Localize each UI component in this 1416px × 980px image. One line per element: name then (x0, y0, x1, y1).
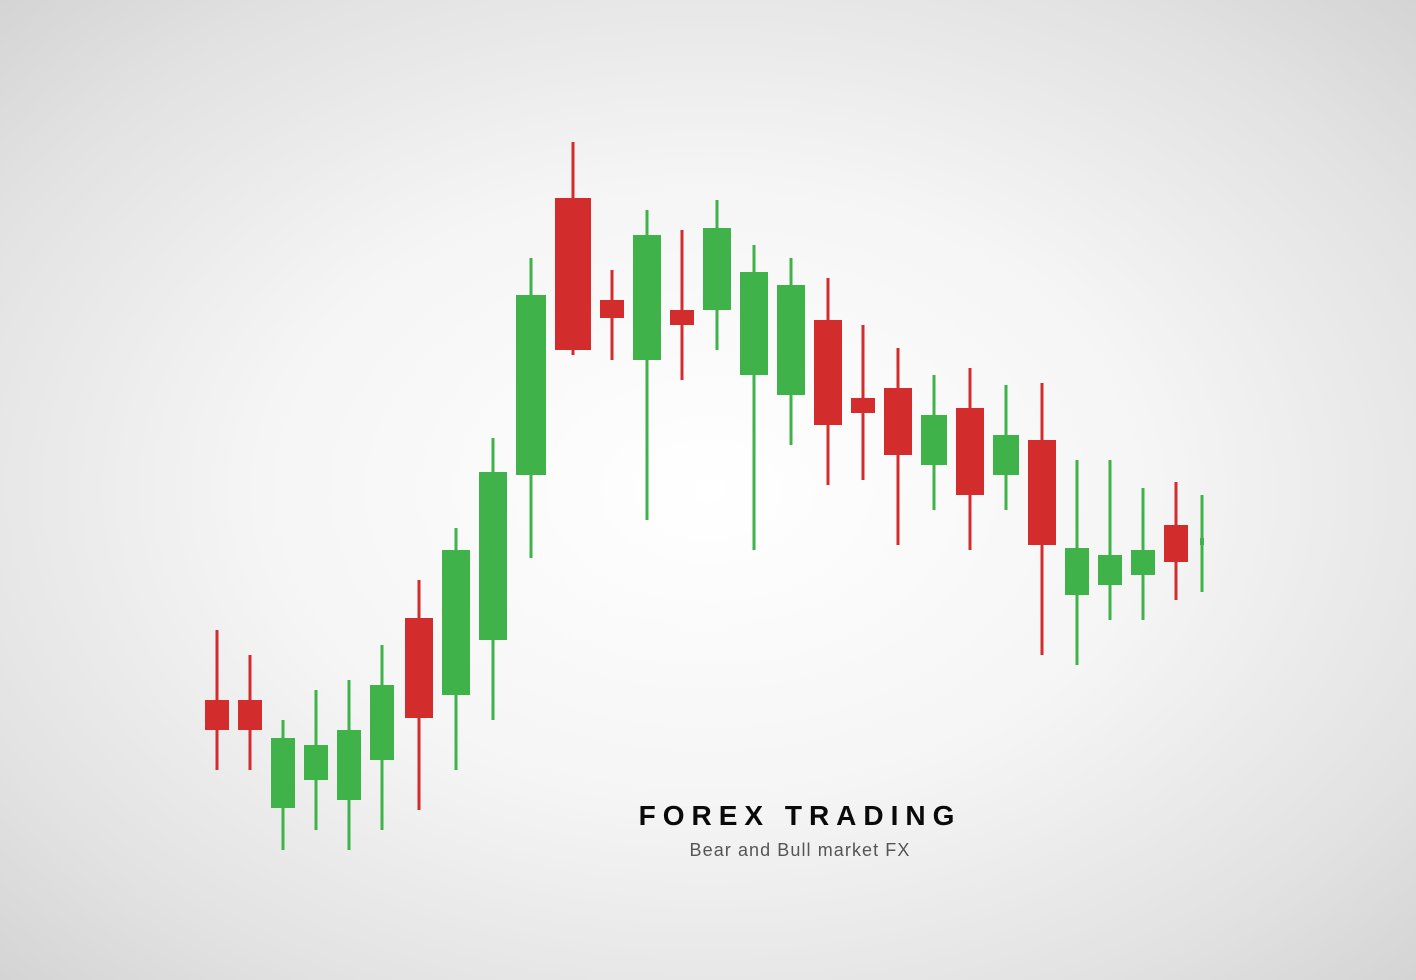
candle-body (442, 550, 470, 695)
candle-body (740, 272, 768, 375)
candle (405, 0, 433, 980)
candle (1065, 0, 1089, 980)
candle (337, 0, 361, 980)
candle-body (555, 198, 591, 350)
candle (555, 0, 591, 980)
candle-body (1200, 538, 1204, 545)
candle (479, 0, 507, 980)
candle-body (670, 310, 694, 325)
candle-body (405, 618, 433, 718)
candle (1131, 0, 1155, 980)
candle-body (370, 685, 394, 760)
chart-subtitle: Bear and Bull market FX (590, 840, 1010, 861)
candle-body (600, 300, 624, 318)
candle-body (1131, 550, 1155, 575)
candle (1028, 0, 1056, 980)
candle-body (1028, 440, 1056, 545)
candle (442, 0, 470, 980)
candle-body (1098, 555, 1122, 585)
candle-wick (681, 230, 684, 380)
candle-body (703, 228, 731, 310)
candle-body (238, 700, 262, 730)
candle-body (271, 738, 295, 808)
candle-body (633, 235, 661, 360)
candle-body (993, 435, 1019, 475)
candle (271, 0, 295, 980)
candle-body (851, 398, 875, 413)
candle (1164, 0, 1188, 980)
candle-body (884, 388, 912, 455)
candle-body (479, 472, 507, 640)
caption-block: FOREX TRADING Bear and Bull market FX (590, 800, 1010, 861)
candle (370, 0, 394, 980)
candle (205, 0, 229, 980)
chart-title: FOREX TRADING (590, 800, 1010, 832)
candle (304, 0, 328, 980)
candle-body (814, 320, 842, 425)
candle (1098, 0, 1122, 980)
candle-body (516, 295, 546, 475)
candle (516, 0, 546, 980)
candle-body (304, 745, 328, 780)
candle-body (205, 700, 229, 730)
candle-body (956, 408, 984, 495)
candle-body (921, 415, 947, 465)
candle-wick (1109, 460, 1112, 620)
candle-body (1065, 548, 1089, 595)
candle-body (777, 285, 805, 395)
candle (238, 0, 262, 980)
candle-body (1164, 525, 1188, 562)
candle (1200, 0, 1204, 980)
candle-body (337, 730, 361, 800)
